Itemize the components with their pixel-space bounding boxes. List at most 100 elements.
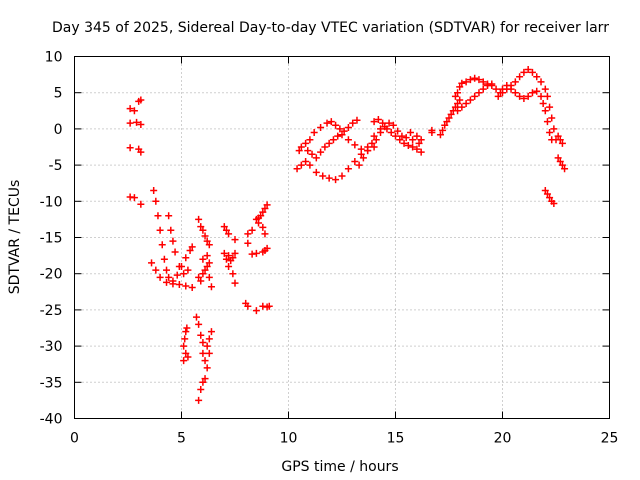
x-tick-label: 10 xyxy=(280,431,298,447)
data-point xyxy=(130,107,138,115)
data-point xyxy=(524,66,532,74)
data-point xyxy=(150,186,158,194)
data-point xyxy=(417,136,425,144)
data-point xyxy=(163,266,171,274)
data-point xyxy=(368,139,376,147)
series-midday-a xyxy=(295,116,361,155)
data-point xyxy=(466,96,474,104)
series-dip-arc-c xyxy=(165,212,192,278)
data-point xyxy=(541,107,549,115)
data-point xyxy=(199,349,207,357)
data-point xyxy=(165,273,173,281)
data-point xyxy=(329,136,337,144)
data-point xyxy=(409,136,417,144)
data-point xyxy=(556,136,564,144)
data-point xyxy=(259,208,267,216)
data-point xyxy=(195,396,203,404)
data-point xyxy=(199,255,207,263)
data-point xyxy=(308,150,316,158)
data-point xyxy=(415,139,423,147)
data-point xyxy=(203,342,211,350)
data-point xyxy=(175,262,183,270)
data-point xyxy=(511,78,519,86)
data-point xyxy=(205,335,213,343)
data-point xyxy=(456,96,464,104)
x-tick-label: 0 xyxy=(70,431,79,447)
y-tick-label: -35 xyxy=(40,375,63,391)
data-point xyxy=(165,212,173,220)
data-point xyxy=(201,375,209,383)
data-point xyxy=(126,144,134,152)
y-tick-label: -10 xyxy=(40,194,63,210)
data-point xyxy=(436,131,444,139)
data-point xyxy=(344,165,352,173)
x-axis-label: GPS time / hours xyxy=(281,459,398,475)
data-point xyxy=(220,249,228,257)
data-point xyxy=(351,157,359,165)
data-point xyxy=(154,212,162,220)
data-point xyxy=(222,255,230,263)
data-point xyxy=(255,219,263,227)
data-point xyxy=(332,121,340,129)
data-point xyxy=(458,103,466,111)
data-point xyxy=(458,79,466,87)
data-point xyxy=(205,241,213,249)
y-tick-label: 5 xyxy=(54,86,63,102)
data-point xyxy=(199,226,207,234)
data-point xyxy=(558,161,566,169)
data-point xyxy=(229,254,237,262)
series-mid-cluster xyxy=(195,215,215,291)
series-deep-dip-a xyxy=(180,324,192,365)
data-point xyxy=(451,103,459,111)
data-point xyxy=(180,342,188,350)
data-point xyxy=(180,270,188,278)
data-point xyxy=(344,123,352,131)
data-point xyxy=(182,254,190,262)
data-point xyxy=(520,94,528,102)
y-tick-label: -30 xyxy=(40,339,63,355)
data-point xyxy=(528,89,536,97)
data-point xyxy=(537,92,545,100)
data-point xyxy=(137,96,145,104)
y-tick-label: -5 xyxy=(49,158,63,174)
series-afternoon-c xyxy=(454,80,496,115)
data-point xyxy=(319,172,327,180)
data-point xyxy=(402,134,410,142)
x-tick-label: 15 xyxy=(387,431,405,447)
data-point xyxy=(203,237,211,245)
data-point xyxy=(466,76,474,84)
data-point xyxy=(126,119,134,127)
data-point xyxy=(186,247,194,255)
data-point xyxy=(325,139,333,147)
data-point xyxy=(203,262,211,270)
data-point xyxy=(556,157,564,165)
data-point xyxy=(252,307,260,315)
data-point xyxy=(188,283,196,291)
series-midday-d xyxy=(355,119,423,169)
data-point xyxy=(183,324,191,332)
data-point xyxy=(539,100,547,108)
series-afternoon-a xyxy=(428,96,464,139)
data-point xyxy=(195,320,203,328)
data-point xyxy=(181,335,189,343)
x-tick-label: 25 xyxy=(601,431,619,447)
data-point xyxy=(499,85,506,93)
data-point xyxy=(231,249,239,257)
data-point xyxy=(137,148,145,156)
data-point xyxy=(325,174,333,182)
data-point xyxy=(488,80,496,88)
plot-frame xyxy=(74,56,610,419)
data-point xyxy=(321,143,329,151)
y-tick-label: -25 xyxy=(40,303,63,319)
data-point xyxy=(385,119,393,127)
y-tick-label: -15 xyxy=(40,231,63,247)
data-point xyxy=(507,85,515,93)
data-point xyxy=(175,281,183,289)
series-early-isolated xyxy=(126,96,145,208)
data-point xyxy=(167,226,175,234)
data-point xyxy=(184,266,192,274)
data-point xyxy=(344,136,352,144)
data-point xyxy=(398,132,406,140)
grid-lines xyxy=(74,56,610,419)
data-point xyxy=(413,145,421,153)
